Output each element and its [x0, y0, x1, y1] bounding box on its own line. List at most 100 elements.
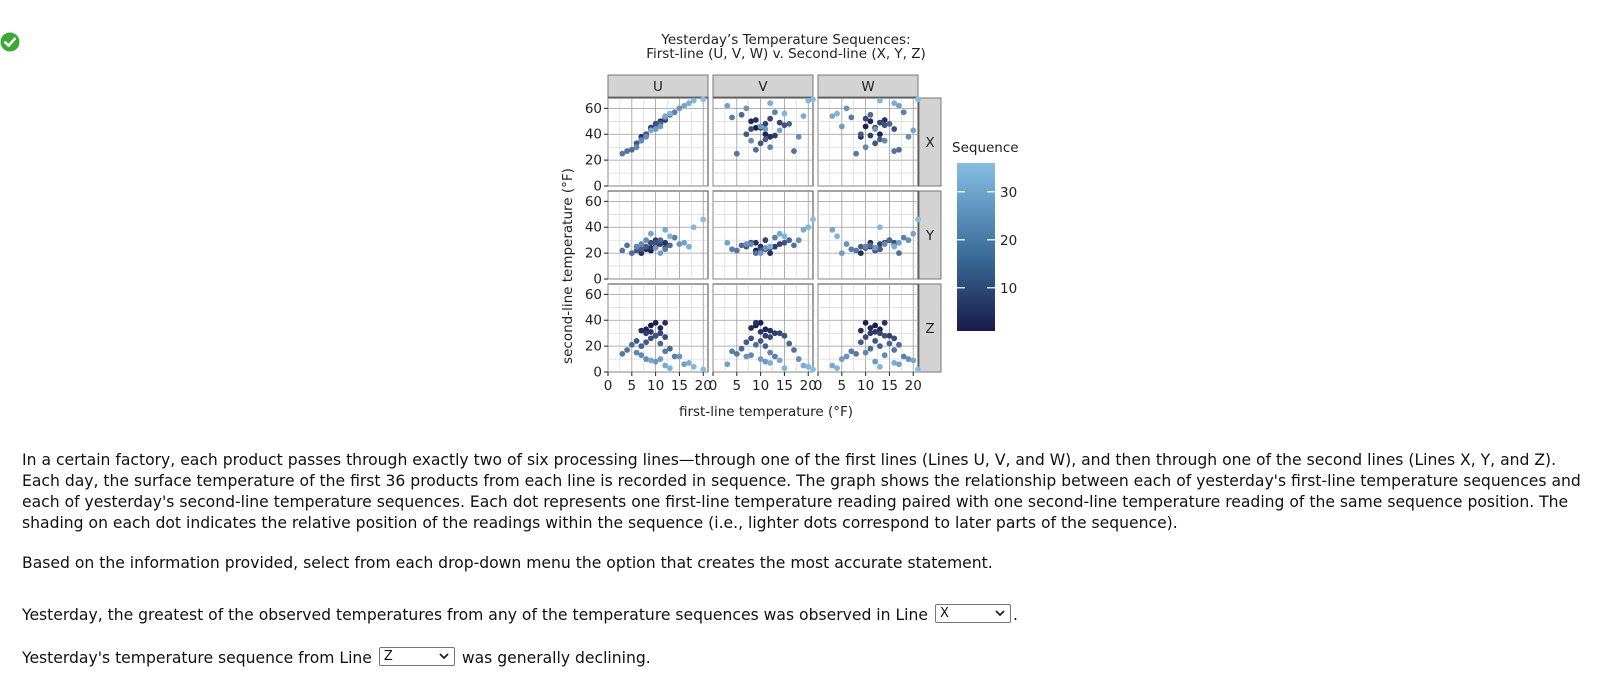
x-tick-label: 15: [671, 378, 688, 394]
data-point: [872, 358, 879, 365]
data-point: [643, 243, 649, 250]
data-point: [762, 131, 769, 138]
data-point: [848, 114, 855, 121]
data-point: [662, 362, 669, 369]
facet-label-row: Z: [925, 321, 934, 337]
data-point: [628, 250, 635, 257]
data-point: [772, 109, 778, 116]
data-point: [752, 146, 759, 153]
line-dropdown-2[interactable]: Z: [378, 647, 455, 666]
data-point: [638, 327, 645, 334]
data-point: [857, 339, 864, 346]
data-point: [795, 356, 802, 362]
data-point: [877, 119, 883, 126]
data-point: [643, 133, 649, 140]
data-point: [748, 352, 754, 359]
data-point: [872, 245, 879, 251]
data-point: [662, 348, 669, 355]
data-point: [800, 362, 807, 369]
y-tick-label: 20: [585, 246, 602, 262]
data-point: [772, 234, 778, 241]
data-point: [633, 243, 640, 250]
data-point: [891, 148, 898, 154]
data-point: [877, 330, 883, 337]
data-point: [862, 349, 869, 356]
data-point: [891, 100, 898, 107]
data-point: [748, 325, 754, 331]
data-point: [767, 144, 774, 151]
line-dropdown-1[interactable]: X: [934, 604, 1011, 623]
data-point: [862, 123, 869, 130]
data-point: [834, 110, 840, 117]
y-tick-label: 60: [585, 101, 602, 117]
data-point: [662, 334, 669, 340]
x-tick-label: 0: [814, 378, 823, 394]
x-axis-label: first-line temperature (°F): [679, 404, 853, 420]
data-point: [752, 319, 759, 326]
y-tick-label: 60: [585, 194, 602, 210]
question-1: Yesterday, the greatest of the observed …: [22, 604, 1582, 626]
data-point: [662, 226, 669, 233]
data-point: [757, 140, 764, 147]
data-point: [872, 328, 879, 335]
dropdown-1-value: X: [939, 606, 949, 621]
data-point: [681, 239, 688, 246]
data-point: [724, 102, 731, 109]
data-point: [767, 115, 774, 122]
facet-label-row: X: [925, 135, 934, 151]
data-point: [662, 246, 669, 253]
facet-label-col: V: [758, 79, 768, 95]
y-tick-label: 0: [593, 272, 602, 288]
data-point: [781, 365, 788, 372]
data-point: [877, 343, 883, 350]
data-point: [757, 123, 764, 130]
data-point: [867, 242, 874, 249]
data-point: [776, 230, 783, 237]
chevron-down-icon: [439, 653, 449, 660]
data-point: [896, 146, 902, 153]
data-point: [676, 353, 683, 360]
data-point: [862, 115, 869, 122]
data-point: [786, 120, 793, 127]
data-point: [724, 239, 731, 246]
data-point: [795, 133, 802, 140]
data-point: [762, 126, 769, 132]
y-tick-label: 40: [585, 127, 602, 143]
data-point: [877, 224, 883, 231]
data-point: [767, 243, 774, 250]
data-point: [886, 237, 893, 244]
data-point: [733, 150, 740, 157]
data-point: [767, 250, 774, 257]
data-point: [915, 366, 921, 373]
chart-title: Yesterday’s Temperature Sequences:: [660, 32, 910, 48]
data-point: [781, 110, 788, 117]
data-point: [657, 340, 664, 347]
data-point: [810, 366, 816, 373]
y-tick-label: 40: [585, 313, 602, 329]
data-point: [733, 247, 740, 254]
data-point: [891, 335, 898, 342]
data-point: [857, 250, 864, 257]
data-point: [776, 357, 783, 364]
legend-colorbar: [957, 163, 995, 331]
data-point: [862, 243, 869, 250]
data-point: [829, 113, 836, 120]
x-tick-label: 10: [647, 378, 664, 394]
data-point: [867, 330, 874, 337]
data-point: [671, 234, 678, 241]
x-tick-label: 20: [800, 378, 817, 394]
q1-text-before: Yesterday, the greatest of the observed …: [22, 606, 928, 624]
data-point: [638, 343, 645, 350]
data-point: [762, 136, 769, 143]
data-point: [772, 330, 778, 337]
data-point: [881, 117, 888, 123]
legend-tick-label: 20: [1000, 233, 1017, 249]
data-point: [624, 347, 630, 353]
data-point: [667, 233, 673, 240]
y-tick-label: 0: [593, 365, 602, 381]
data-point: [643, 339, 649, 346]
data-point: [662, 113, 669, 120]
data-point: [757, 250, 764, 257]
data-point: [767, 334, 774, 340]
data-point: [896, 341, 902, 348]
